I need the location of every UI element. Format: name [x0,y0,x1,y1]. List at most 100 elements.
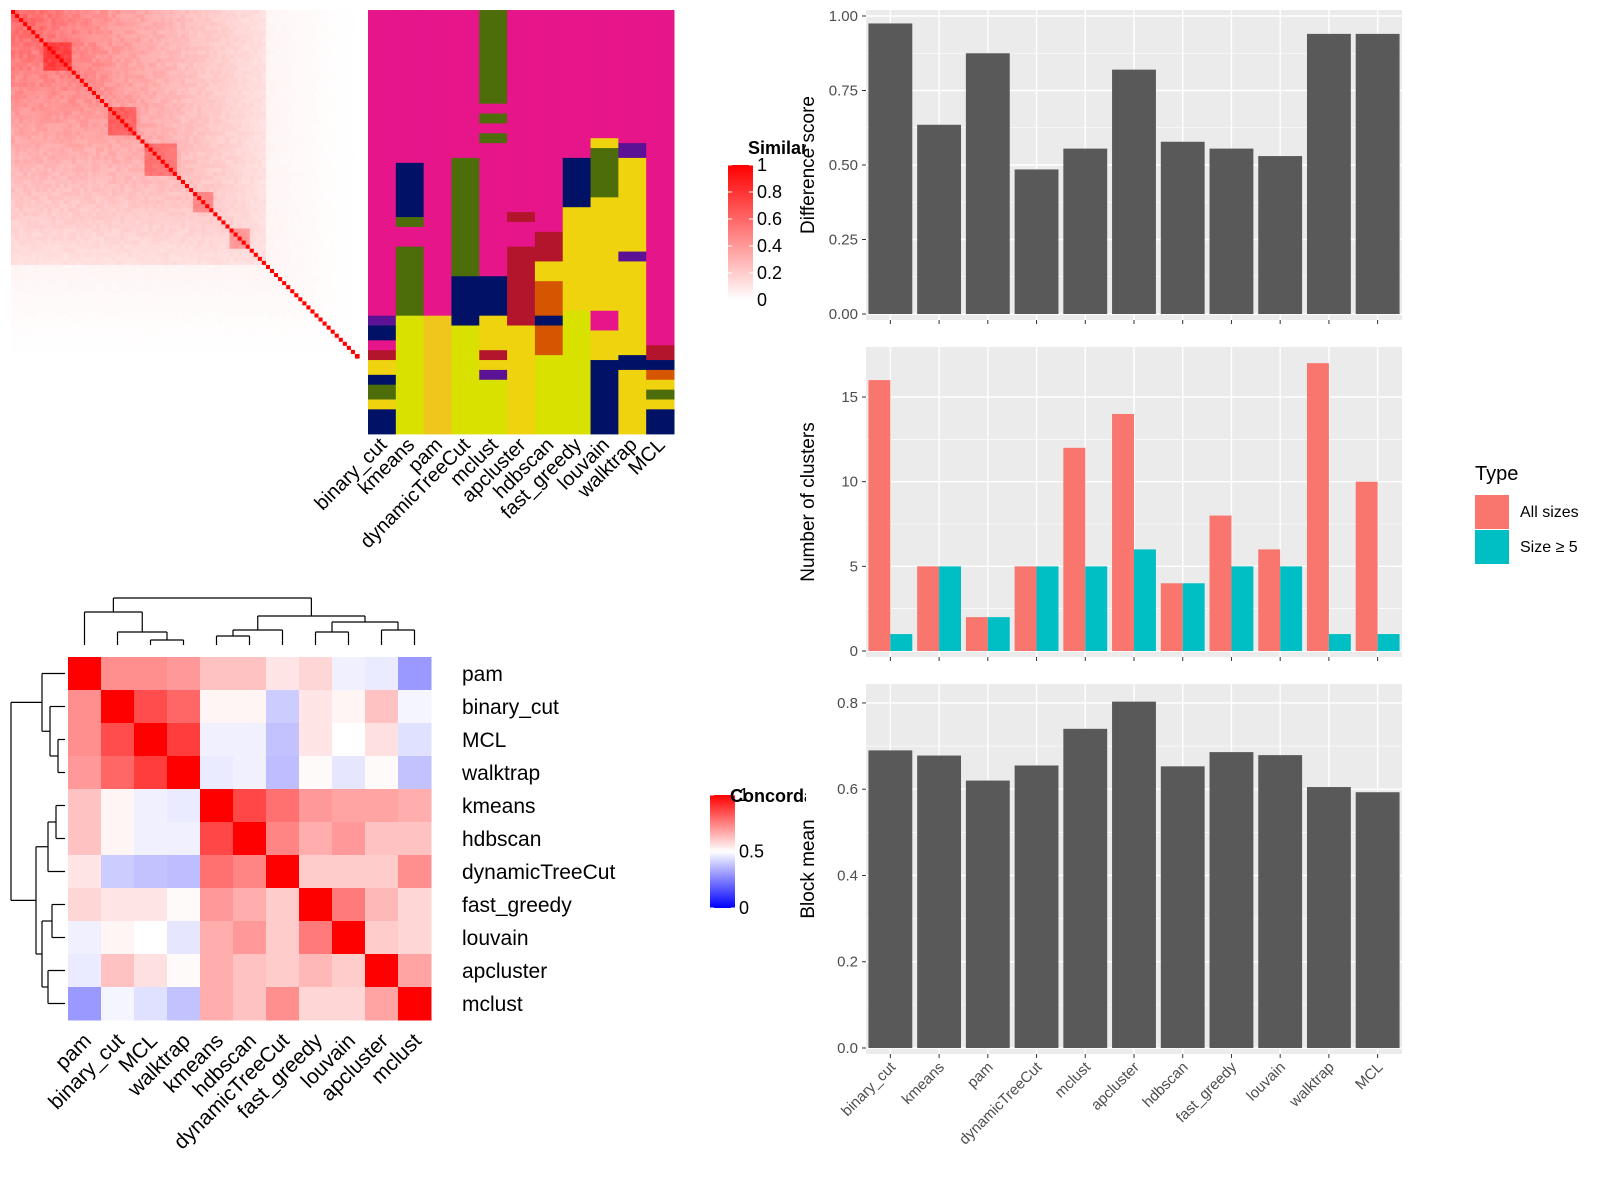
similarity-cell [176,66,182,72]
similarity-cell [108,139,113,145]
similarity-cell [91,99,97,104]
similarity-cell [217,14,223,19]
similarity-cell [31,143,36,149]
similarity-cell [338,151,344,157]
similarity-cell [55,155,61,161]
similarity-cell [19,204,24,209]
similarity-cell [35,216,40,222]
similarity-cell [148,175,154,181]
similarity-cell [209,208,214,213]
similarity-cell [318,228,324,234]
similarity-cell [11,119,16,124]
similarity-cell [160,147,166,153]
similarity-cell [354,179,360,185]
similarity-cell [79,90,85,96]
similarity-cell [100,204,105,209]
similarity-cell [310,131,316,137]
similarity-cell [326,99,332,104]
similarity-cell [19,208,24,213]
similarity-cell [116,99,121,104]
similarity-cell [79,62,85,68]
similarity-cell [318,155,324,161]
similarity-cell [148,30,154,35]
similarity-cell [11,66,16,72]
similarity-cell [229,143,235,149]
similarity-cell [23,10,28,15]
similarity-cell [318,34,324,39]
similarity-cell [140,216,146,222]
similarity-cell [71,220,77,226]
similarity-cell [43,107,49,112]
similarity-cell [286,232,291,238]
similarity-cell [217,58,223,64]
similarity-cell [104,220,109,226]
similarity-cell [140,99,146,104]
similarity-cell [310,18,316,23]
similarity-cell [249,175,255,181]
similarity-cell [140,179,146,185]
similarity-cell [330,50,336,56]
similarity-cell [185,208,190,213]
similarity-cell [229,151,235,157]
similarity-cell [278,155,283,161]
similarity-cell [23,240,28,246]
similarity-cell [185,58,190,64]
similarity-cell [189,90,194,96]
similarity-cell [310,135,316,141]
similarity-cell [164,26,170,31]
similarity-cell [144,70,150,76]
similarity-cell [237,147,243,153]
similarity-cell [144,204,150,209]
similarity-cell [306,10,312,15]
similarity-cell [91,155,97,161]
similarity-cell [338,115,344,120]
similarity-cell [290,224,295,230]
similarity-cell [237,175,243,181]
similarity-cell [310,62,316,68]
similarity-cell [15,127,20,132]
similarity-cell [164,131,170,137]
similarity-cell [241,179,247,185]
similarity-cell [237,204,243,209]
similarity-cell [27,78,32,84]
similarity-cell [245,42,251,48]
similarity-cell [229,82,235,88]
similarity-cell [156,58,162,64]
similarity-cell [176,192,182,197]
similarity-cell [209,232,214,238]
similarity-cell [35,204,40,209]
similarity-cell [11,26,16,31]
similarity-cell [23,135,28,141]
similarity-cell [87,240,93,246]
similarity-cell [156,38,162,43]
similarity-cell [11,74,16,80]
similarity-cell [144,139,150,145]
similarity-cell [11,216,16,222]
similarity-cell [253,188,259,193]
similarity-cell [132,58,138,64]
similarity-cell [176,204,182,209]
similarity-cell [148,216,154,222]
similarity-cell [116,127,121,132]
similarity-cell [43,123,49,128]
similarity-cell [35,54,40,60]
similarity-cell [128,26,133,31]
similarity-cell [298,26,303,31]
similarity-cell [11,90,16,96]
similarity-cell [201,78,206,84]
similarity-cell [221,78,227,84]
similarity-cell [180,151,186,157]
similarity-cell [104,224,109,230]
similarity-cell [318,204,324,209]
similarity-cell [237,188,243,193]
similarity-cell [225,14,231,19]
similarity-cell [330,26,336,31]
similarity-cell [132,30,138,35]
similarity-cell [249,131,255,137]
similarity-cell [164,90,170,96]
similarity-cell [120,58,125,64]
similarity-cell [354,94,360,100]
similarity-cell [132,135,138,141]
similarity-cell [140,163,146,169]
similarity-cell [140,107,146,112]
